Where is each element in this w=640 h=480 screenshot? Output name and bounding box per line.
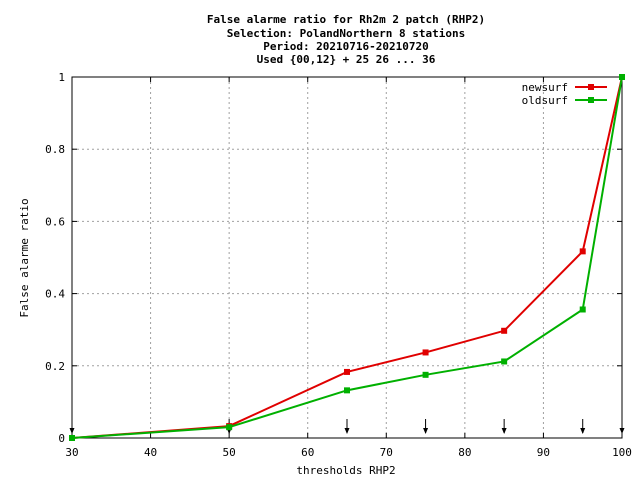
chart-title-line-4: Used {00,12} + 25 26 ... 36	[257, 53, 436, 66]
data-point	[619, 74, 625, 80]
series-layer	[69, 74, 625, 441]
data-point	[344, 387, 350, 394]
threshold-arrow-head	[69, 428, 75, 434]
data-point	[579, 248, 586, 255]
threshold-arrow	[423, 419, 429, 434]
x-axis-label: thresholds RHP2	[296, 464, 395, 477]
chart-title-line-1: False alarme ratio for Rh2m 2 patch (RHP…	[207, 13, 485, 26]
x-tick-label: 80	[458, 446, 471, 459]
x-tick-label: 90	[537, 446, 550, 459]
threshold-arrow-head	[423, 428, 429, 434]
series-line-newsurf	[71, 76, 623, 439]
data-point	[422, 371, 429, 378]
x-tick-label: 60	[301, 446, 314, 459]
data-point	[422, 349, 429, 356]
y-tick-label: 0.8	[45, 143, 65, 156]
plot-frame	[71, 76, 623, 439]
threshold-arrow	[580, 419, 586, 434]
x-tick-label: 40	[144, 446, 157, 459]
y-tick-label: 0.2	[45, 360, 65, 373]
y-tick-label: 0.6	[45, 215, 65, 228]
threshold-arrow-head	[501, 428, 507, 434]
threshold-arrow	[344, 419, 350, 434]
x-tick-label: 50	[223, 446, 236, 459]
threshold-arrow-head	[344, 428, 350, 434]
y-tick-label: 1	[58, 71, 65, 84]
data-point	[69, 435, 75, 441]
chart-title: False alarme ratio for Rh2m 2 patch (RHP…	[207, 13, 485, 66]
threshold-arrow	[69, 419, 75, 434]
threshold-markers	[69, 419, 625, 434]
y-tick-label: 0	[58, 432, 65, 445]
threshold-arrow	[501, 419, 507, 434]
series-oldsurf	[69, 74, 625, 441]
axis-ticks: 30 40 50 60 70 80 90 100 0 0.2 0.4 0.6 0.8 1	[45, 71, 632, 459]
data-point	[226, 424, 233, 431]
y-tick-label: 0.4	[45, 288, 65, 301]
data-point	[344, 368, 350, 375]
legend-label-oldsurf: oldsurf	[522, 94, 568, 107]
legend-marker-oldsurf	[588, 97, 594, 103]
legend-label-newsurf: newsurf	[522, 81, 568, 94]
x-tick-label: 70	[380, 446, 393, 459]
data-point	[579, 306, 586, 313]
threshold-arrow-head	[580, 428, 586, 434]
threshold-arrow-head	[619, 428, 625, 434]
x-tick-label: 100	[612, 446, 632, 459]
chart-title-line-3: Period: 20210716-20210720	[263, 40, 429, 53]
data-point	[501, 358, 508, 365]
data-point	[501, 327, 508, 334]
chart-title-line-2: Selection: PolandNorthern 8 stations	[227, 27, 465, 40]
y-axis-label: False alarme ratio	[18, 198, 31, 317]
legend-marker-newsurf	[588, 84, 594, 90]
series-line-oldsurf	[71, 76, 623, 439]
series-newsurf	[69, 74, 625, 441]
x-tick-label: 30	[65, 446, 78, 459]
grid	[72, 77, 622, 438]
threshold-arrow	[619, 419, 625, 434]
